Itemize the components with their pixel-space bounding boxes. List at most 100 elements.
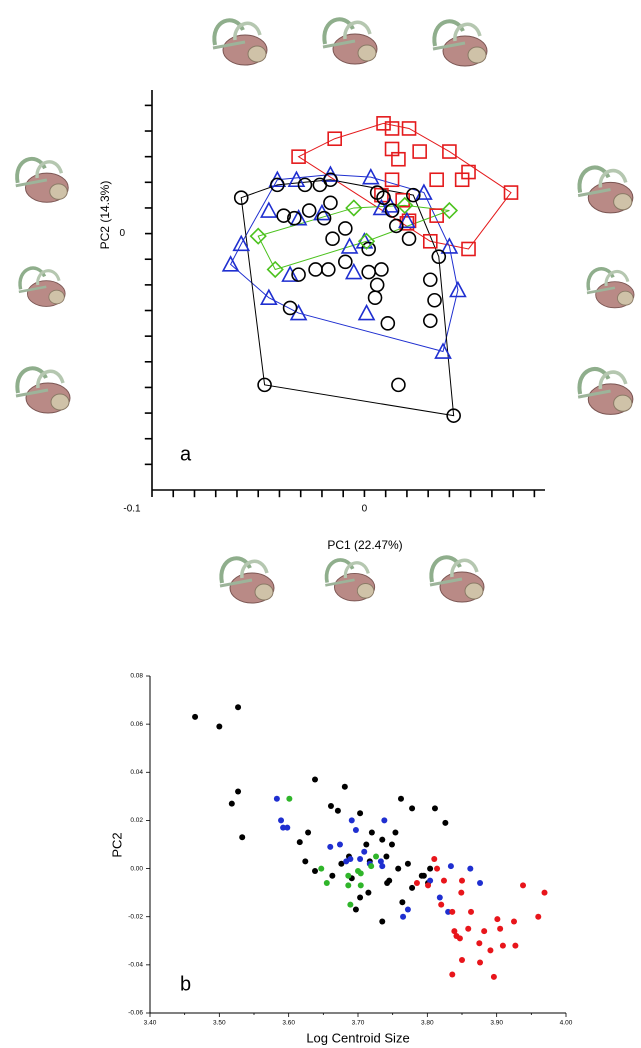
ear-image [13,156,71,205]
point [447,863,454,870]
point [427,865,434,872]
point [512,942,519,949]
point [301,203,317,218]
x-tick-label: 4.00 [560,1020,573,1027]
point [384,121,400,136]
point [338,254,353,270]
point [334,807,341,814]
point [405,187,421,203]
point [477,959,484,966]
point [321,262,336,277]
hull [240,179,455,417]
point [357,882,364,889]
ear-image [323,19,377,64]
point [249,227,267,245]
point [232,234,251,252]
x-tick-label: 0 [362,504,368,515]
point [431,805,438,812]
point [459,877,465,884]
point [352,906,359,913]
point [392,829,399,836]
point [409,884,416,891]
point [361,264,376,280]
point [446,408,461,423]
point [422,233,438,249]
point [327,131,342,147]
point [376,190,391,205]
point [347,901,354,908]
point [286,795,293,802]
point [289,209,308,226]
point [440,877,447,884]
point [456,935,463,942]
point [318,865,325,872]
y-tick-label: 0.04 [130,769,143,776]
x-tick-label: 3.90 [490,1020,503,1027]
point [494,916,501,923]
point [336,841,343,848]
point [361,241,376,257]
point [431,855,438,862]
point [357,810,364,817]
point [344,262,363,280]
point [384,172,400,188]
x-tick-label: 3.60 [282,1020,295,1027]
point [440,237,459,254]
ear-image [16,266,68,309]
ear-image [430,557,484,602]
point [490,973,497,980]
point [379,836,386,843]
point [499,942,506,949]
point [260,288,278,305]
point [327,843,334,850]
point [451,928,458,935]
point [308,262,323,277]
point [467,865,474,872]
point [429,172,444,188]
x-tick-label: 3.80 [421,1020,434,1027]
point [368,829,375,836]
point [487,947,494,954]
point [345,872,352,879]
point [535,913,542,920]
point [357,232,376,250]
point [260,201,278,218]
point [477,880,484,887]
point [384,203,400,218]
point [343,858,350,865]
point [216,723,223,730]
point [395,865,402,872]
point [445,908,452,915]
point [429,208,444,223]
y-tick-label: 0.06 [130,721,143,728]
point [431,249,447,264]
point [373,853,380,860]
point [398,211,416,229]
point [323,880,330,887]
point [412,144,427,159]
y-tick-label: 0.08 [130,673,143,680]
point [442,144,457,159]
point [476,940,483,947]
point [316,210,332,226]
hull [297,122,512,250]
point [233,190,249,205]
point [401,231,417,247]
point [305,829,312,836]
point [273,795,280,802]
x-tick-label: 3.40 [144,1020,157,1027]
point [379,918,386,925]
hull [229,174,459,353]
ear-images [13,19,634,605]
x-tick-label: 3.70 [352,1020,365,1027]
point [287,210,302,226]
point [287,170,306,188]
point [312,776,319,783]
point [291,149,306,164]
point [427,292,442,308]
point [497,925,504,932]
point [297,177,313,193]
point [380,316,396,331]
point [266,260,284,279]
point [420,872,427,879]
